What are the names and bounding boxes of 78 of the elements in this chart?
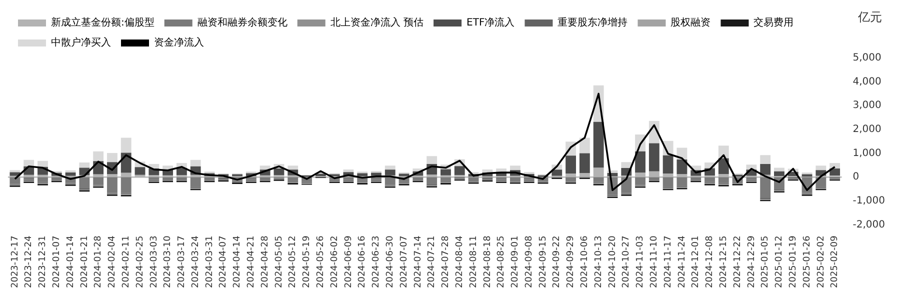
legend-label: 北上资金净流入 预估 — [330, 16, 424, 29]
x-tick-label: 2024-05-12 — [288, 236, 298, 288]
x-tick-label: 2025-01-12 — [774, 236, 785, 288]
x-tick-label: 2024-04-21 — [246, 236, 257, 288]
x-tick-label: 2024-07-28 — [441, 235, 452, 288]
x-tick-label: 2024-12-08 — [705, 235, 716, 288]
x-tick-label: 2025-01-05 — [760, 236, 771, 288]
x-tick-label: 2024-01-21 — [80, 236, 90, 288]
y-tick-label: 4,000 — [852, 76, 882, 88]
x-tick-label: 2024-07-07 — [399, 236, 410, 288]
x-tick-label: 2024-11-10 — [650, 235, 660, 288]
x-tick-label: 2024-03-17 — [177, 236, 188, 288]
x-tick-label: 2024-12-01 — [691, 236, 702, 288]
x-tick-label: 2024-08-18 — [482, 235, 493, 288]
x-tick-label: 2023-12-31 — [38, 236, 48, 288]
x-tick-label: 2024-07-21 — [427, 236, 438, 288]
x-tick-label: 2024-04-07 — [218, 236, 229, 288]
y-tick-label: 3,000 — [852, 100, 882, 112]
x-tick-label: 2024-10-06 — [580, 235, 590, 288]
x-tick-label: 2024-09-15 — [538, 236, 548, 288]
x-tick-label: 2024-01-07 — [52, 236, 62, 288]
x-tick-label: 2024-09-22 — [552, 236, 562, 288]
x-tick-label: 2025-01-26 — [802, 235, 812, 288]
x-tick-label: 2024-04-28 — [260, 235, 270, 288]
x-tick-label: 2024-10-13 — [594, 236, 604, 288]
x-tick-label: 2023-12-17 — [10, 236, 20, 288]
x-tick-label: 2024-02-25 — [135, 236, 146, 288]
y-tick-label: -2,000 — [852, 219, 886, 230]
y-tick-label: 1,000 — [852, 148, 882, 159]
legend-label: 中散户净买入 — [51, 36, 111, 49]
x-tick-label: 2024-03-10 — [163, 235, 174, 288]
x-tick-label: 2024-10-27 — [622, 236, 632, 288]
x-tick-label: 2024-04-14 — [232, 235, 243, 288]
x-tick-label: 2024-12-29 — [746, 235, 757, 288]
x-tick-label: 2024-06-16 — [358, 235, 368, 288]
legend-label: 资金净流入 — [154, 36, 204, 49]
x-tick-label: 2025-02-09 — [830, 235, 840, 288]
legend-label: 交易费用 — [754, 16, 794, 29]
x-tick-label: 2024-07-14 — [413, 235, 424, 288]
x-tick-label: 2023-12-24 — [24, 235, 34, 288]
x-tick-label: 2024-11-03 — [636, 236, 646, 288]
x-tick-label: 2024-12-22 — [732, 236, 743, 288]
x-tick-label: 2024-05-19 — [302, 235, 312, 288]
x-tick-label: 2024-06-02 — [330, 236, 340, 288]
y-tick-label: 0 — [852, 172, 860, 183]
x-tick-label: 2024-03-31 — [204, 236, 215, 288]
x-tick-label: 2024-05-26 — [316, 235, 326, 288]
x-tick-label: 2024-08-04 — [454, 235, 465, 288]
x-tick-label: 2024-11-24 — [677, 235, 688, 288]
x-tick-label: 2024-10-20 — [608, 235, 618, 288]
x-tick-label: 2024-06-09 — [344, 235, 354, 288]
y-axis-title: 亿元 — [857, 10, 882, 24]
x-tick-label: 2024-02-11 — [121, 236, 132, 288]
y-tick-label: 5,000 — [852, 52, 882, 64]
x-tick-label: 2024-08-25 — [496, 236, 507, 288]
x-tick-label: 2024-09-08 — [524, 235, 534, 288]
x-tick-label: 2024-01-14 — [66, 235, 76, 288]
x-tick-label: 2024-11-17 — [663, 236, 674, 288]
x-tick-label: 2024-08-11 — [468, 236, 479, 288]
legend-label: ETF净流入 — [466, 16, 515, 29]
x-tick-label: 2024-03-24 — [190, 235, 201, 288]
x-tick-label: 2024-06-23 — [372, 236, 382, 288]
legend-label: 股权融资 — [670, 16, 711, 29]
legend-label: 新成立基金份额:偏股型 — [51, 16, 154, 29]
legend-label: 融资和融券余额变化 — [197, 16, 288, 29]
x-tick-label: 2025-02-02 — [816, 236, 826, 288]
x-tick-label: 2024-09-01 — [510, 236, 521, 288]
x-tick-label: 2024-09-29 — [566, 235, 576, 288]
x-tick-label: 2025-01-19 — [788, 235, 798, 288]
x-tick-label: 2024-06-30 — [385, 235, 396, 288]
x-tick-label: 2024-01-28 — [94, 235, 104, 288]
x-tick-label: 2024-05-05 — [274, 236, 284, 288]
y-tick-label: 2,000 — [852, 124, 882, 136]
x-tick-label: 2024-12-15 — [718, 236, 729, 288]
x-tick-label: 2024-02-04 — [108, 235, 118, 288]
x-tick-label: 2024-03-03 — [149, 236, 160, 288]
legend-label: 重要股东净增持 — [558, 16, 628, 29]
y-tick-label: -1,000 — [852, 195, 886, 206]
